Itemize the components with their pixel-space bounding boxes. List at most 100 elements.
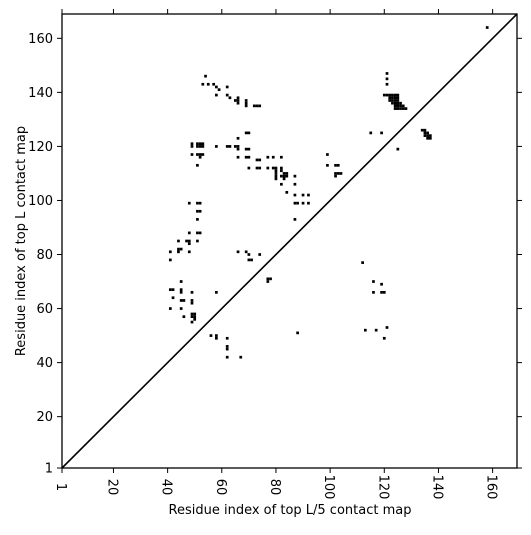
contact-cell-lower	[380, 282, 383, 286]
contact-cell-upper	[401, 104, 405, 108]
contact-cell-lower	[244, 147, 248, 151]
contact-cell-lower	[185, 239, 188, 243]
contact-cell-lower	[168, 250, 172, 254]
contact-cell-lower	[361, 261, 364, 264]
contact-cell-lower	[212, 82, 216, 86]
contact-cell-lower	[255, 166, 259, 170]
contact-cell-upper	[426, 131, 429, 135]
contact-cell-lower	[196, 239, 199, 243]
contact-cell-lower	[215, 85, 218, 89]
contact-cell-lower	[269, 277, 272, 281]
contact-cell-lower	[236, 147, 240, 151]
contact-cell-lower	[187, 201, 191, 205]
contact-cell-lower	[196, 153, 199, 156]
contact-cell-lower	[274, 166, 278, 170]
contact-cell-lower	[190, 312, 194, 316]
contact-cell-lower	[225, 145, 229, 148]
contact-cell-lower	[168, 307, 172, 310]
y-tick-label: 140	[28, 86, 53, 101]
y-tick-label: 100	[28, 194, 53, 209]
contact-cell-upper	[385, 93, 389, 97]
contact-cell-lower	[250, 258, 253, 262]
contact-cell-lower	[296, 201, 299, 205]
contact-cell-lower	[168, 288, 172, 291]
x-tick-label: 120	[375, 475, 390, 500]
contact-cell-lower	[244, 101, 248, 105]
contact-cell-lower	[244, 131, 248, 135]
contact-cell-lower	[198, 145, 202, 148]
x-tick-label: 80	[267, 479, 282, 496]
contact-cell-lower	[247, 258, 251, 262]
contact-cell-lower	[236, 99, 240, 102]
contact-cell-lower	[198, 209, 202, 213]
contact-cell-lower	[198, 153, 202, 156]
contact-cell-lower	[382, 336, 386, 340]
x-axis-label: Residue index of top L/5 contact map	[169, 503, 412, 518]
x-tick-label: 60	[213, 479, 228, 496]
contact-cell-lower	[179, 290, 183, 294]
contact-cell-lower	[266, 155, 270, 159]
contact-cell-lower	[339, 172, 343, 175]
contact-cell-lower	[293, 201, 297, 205]
contact-cell-lower	[190, 290, 194, 294]
contact-cell-lower	[190, 315, 194, 319]
contact-cell-lower	[201, 153, 205, 156]
contact-cell-lower	[198, 142, 202, 146]
contact-cell-lower	[280, 169, 283, 173]
contact-cell-upper	[423, 131, 427, 135]
contact-cell-lower	[244, 104, 248, 108]
contact-cell-lower	[258, 253, 262, 256]
contact-cell-upper	[393, 99, 397, 102]
contact-cell-upper	[393, 96, 397, 100]
contact-cell-upper	[393, 104, 397, 108]
contact-cell-lower	[196, 218, 199, 221]
contact-cell-upper	[385, 72, 389, 75]
contact-cell-upper	[396, 107, 400, 110]
contact-cell-lower	[187, 239, 191, 243]
x-tick-label: 140	[429, 475, 444, 500]
contact-cell-lower	[228, 96, 232, 100]
contact-cell-lower	[293, 174, 297, 178]
contact-cell-lower	[244, 250, 248, 254]
contact-cell-lower	[271, 155, 275, 159]
y-tick-label: 60	[36, 302, 53, 317]
contact-cell-upper	[391, 99, 394, 102]
contact-cell-lower	[236, 136, 240, 140]
contact-cell-lower	[258, 158, 262, 162]
contact-cell-lower	[274, 172, 278, 175]
contact-cell-lower	[190, 301, 194, 305]
contact-cell-lower	[236, 155, 240, 159]
contact-cell-lower	[374, 328, 378, 332]
y-tick-label: 80	[36, 248, 53, 263]
contact-cell-lower	[215, 336, 218, 340]
contact-cell-upper	[369, 131, 373, 135]
contact-cell-lower	[190, 299, 194, 302]
contact-cell-upper	[393, 101, 397, 105]
contact-cell-lower	[177, 239, 180, 243]
contact-cell-lower	[233, 145, 237, 148]
diagonal-line	[61, 13, 518, 469]
contact-cell-lower	[247, 253, 251, 256]
contact-cell-lower	[236, 250, 240, 254]
contact-cell-lower	[215, 290, 218, 294]
contact-cell-upper	[391, 101, 394, 105]
contact-cell-lower	[187, 250, 191, 254]
contact-cell-lower	[363, 328, 367, 332]
contact-cell-lower	[285, 191, 289, 194]
contact-cell-lower	[190, 153, 194, 156]
contact-cell-lower	[198, 155, 202, 159]
y-tick-label: 160	[28, 32, 53, 47]
y-tick-label: 1	[45, 462, 53, 477]
contact-cell-upper	[399, 107, 402, 110]
x-tick-label: 40	[159, 479, 174, 496]
contact-cell-lower	[171, 296, 175, 300]
contact-cell-lower	[271, 166, 275, 170]
plot-frame	[61, 13, 518, 469]
contact-cell-lower	[196, 142, 199, 146]
contact-cell-lower	[179, 280, 183, 283]
contact-cell-lower	[282, 174, 286, 178]
contact-cell-lower	[206, 82, 210, 86]
contact-cell-lower	[225, 355, 229, 359]
